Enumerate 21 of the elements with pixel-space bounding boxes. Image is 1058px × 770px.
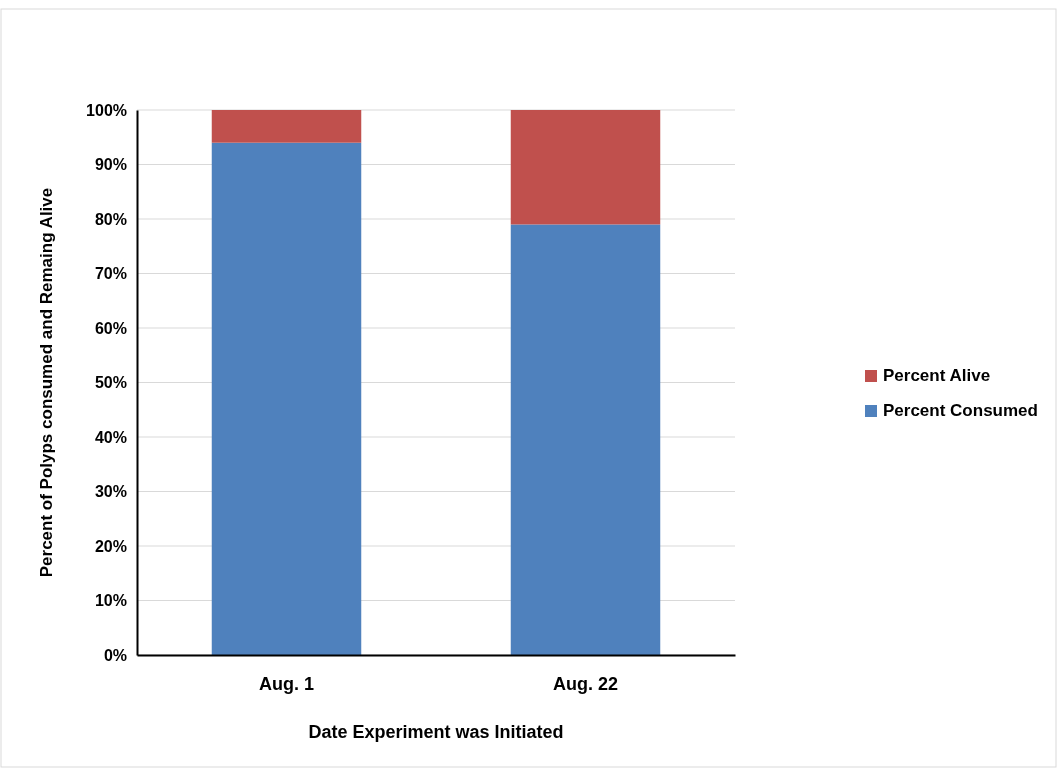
x-tick-label: Aug. 22 <box>552 673 619 694</box>
bar <box>510 110 661 225</box>
y-tick-label: 70% <box>94 265 127 283</box>
bar <box>211 110 362 143</box>
y-tick-label: 100% <box>86 101 127 119</box>
y-tick-label: 50% <box>94 374 127 392</box>
y-tick-label: 40% <box>94 428 127 446</box>
legend-label: Percent Alive <box>883 366 991 385</box>
y-tick-label: 0% <box>103 646 127 664</box>
legend-label: Percent Consumed <box>883 401 1038 420</box>
y-tick-label: 90% <box>94 156 127 174</box>
bar <box>211 142 362 655</box>
y-tick-label: 10% <box>94 592 127 610</box>
bar <box>510 224 661 655</box>
x-tick-label: Aug. 1 <box>258 673 315 694</box>
y-tick-label: 80% <box>94 210 127 228</box>
y-tick-label: 20% <box>94 537 127 555</box>
y-tick-label: 30% <box>94 483 127 501</box>
y-axis-title: Percent of Polyps consumed and Remaing Alive <box>37 187 56 578</box>
y-tick-label: 60% <box>94 319 127 337</box>
x-axis-title: Date Experiment was Initiated <box>308 722 564 742</box>
